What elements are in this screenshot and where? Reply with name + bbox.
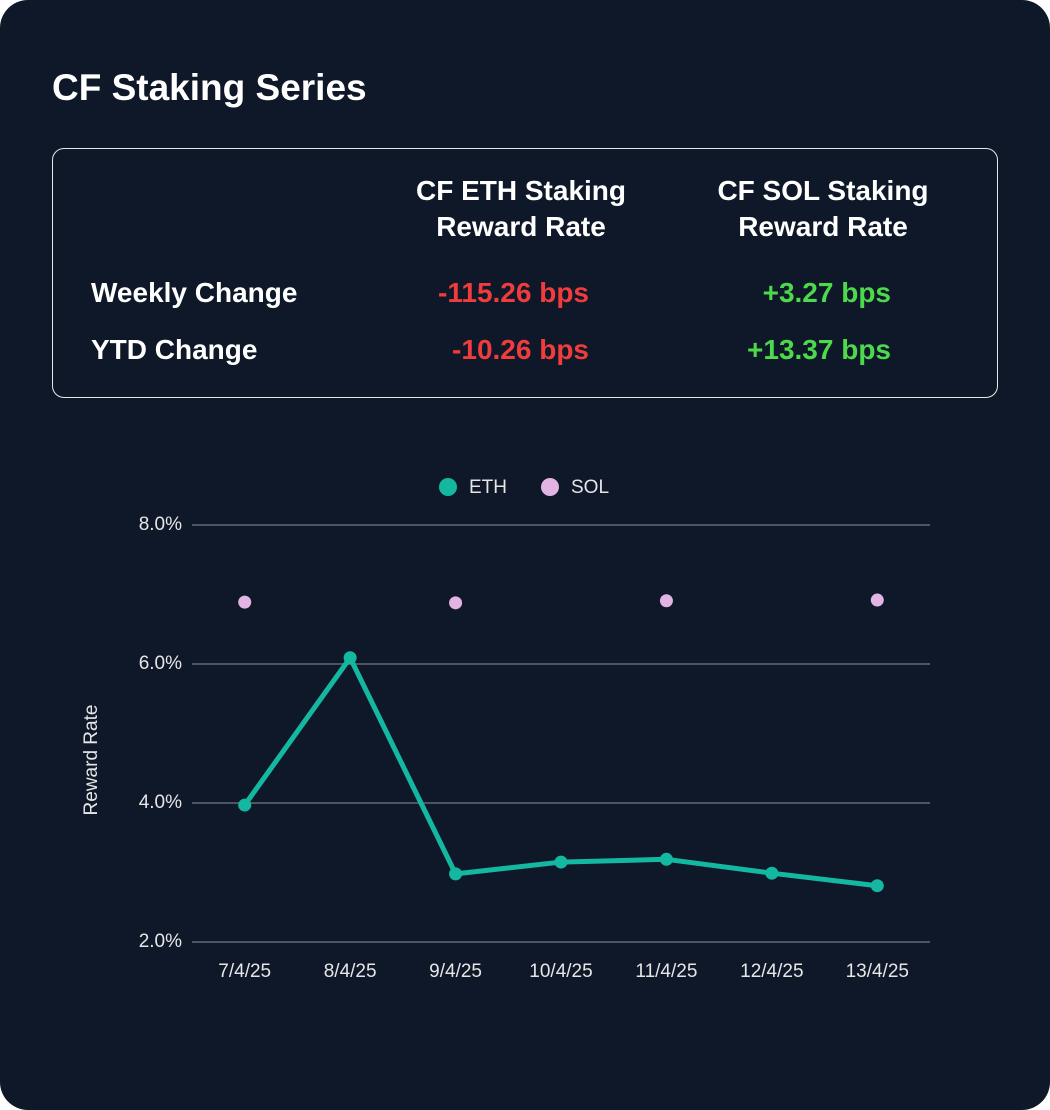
cell-value: -115.26 bps [438,277,589,308]
data-point [449,596,463,610]
cell-value: +13.37 bps [747,334,891,365]
x-tick-label: 9/4/25 [429,961,482,982]
data-point [554,855,568,869]
row-label: YTD Change [91,334,258,365]
data-point [870,879,884,893]
legend-label: ETH [469,477,507,498]
column-header: CF SOL Staking Reward Rate [717,175,929,242]
y-tick-label: 6.0% [139,653,182,674]
x-tick-label: 10/4/25 [529,961,592,982]
data-point [870,593,884,607]
y-axis-title: Reward Rate [81,705,102,816]
series-line [242,655,878,889]
data-point [659,852,673,866]
x-tick-label: 12/4/25 [740,961,803,982]
data-point [659,594,673,608]
x-tick-label: 13/4/25 [846,961,909,982]
y-tick-label: 8.0% [139,514,182,535]
x-tick-label: 7/4/25 [218,961,271,982]
y-tick-label: 2.0% [139,931,182,952]
y-tick-label: 4.0% [139,792,182,813]
cell-value: +3.27 bps [762,277,891,308]
data-point [238,595,252,609]
legend-marker [439,478,457,496]
legend-marker [541,478,559,496]
row-label: Weekly Change [91,277,298,308]
cell-value: -10.26 bps [452,334,589,365]
column-header: CF ETH Staking Reward Rate [415,175,626,242]
data-point [343,651,357,665]
legend-label: SOL [571,477,609,498]
x-tick-label: 11/4/25 [635,961,697,982]
data-point [449,867,463,881]
data-point [238,798,252,812]
x-tick-label: 8/4/25 [324,961,377,982]
summary-table: CF ETH Staking Reward Rate CF SOL Stakin… [52,148,998,398]
data-point [765,866,779,880]
title: CF Staking Series [52,67,367,108]
